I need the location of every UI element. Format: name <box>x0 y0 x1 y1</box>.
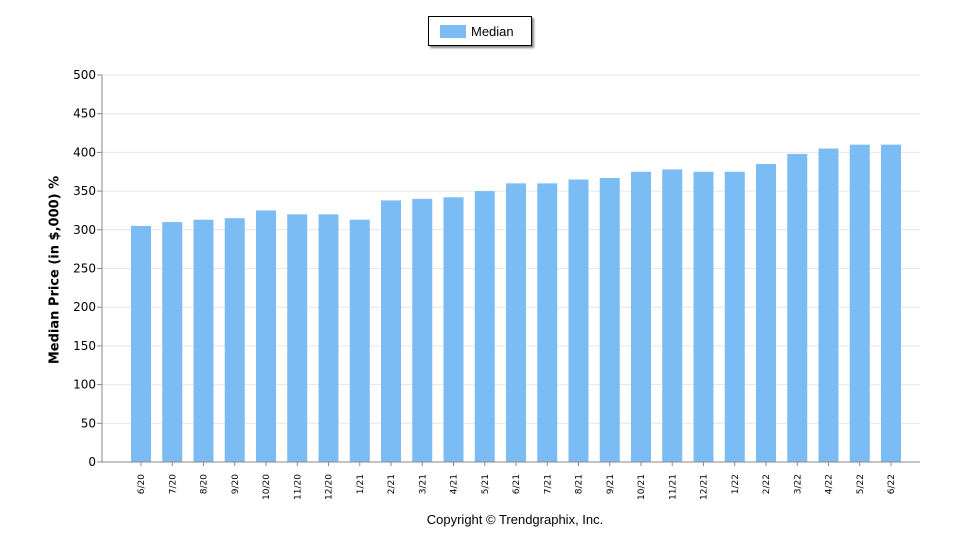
x-tick-label: 6/22 <box>887 474 897 494</box>
bar-3-22 <box>787 153 808 462</box>
bar-1-22 <box>724 171 745 462</box>
x-tick-label: 3/22 <box>793 474 803 494</box>
legend-label: Median <box>471 23 514 39</box>
bar-12-21 <box>693 171 714 462</box>
x-tick-label: 6/20 <box>137 474 147 494</box>
y-tick-label: 300 <box>73 223 96 237</box>
bar-7-20 <box>162 222 183 462</box>
axes <box>97 74 920 466</box>
legend-swatch <box>440 24 466 38</box>
y-tick-label: 100 <box>73 378 96 392</box>
x-tick-label: 12/21 <box>700 474 710 500</box>
x-tick-label: 12/20 <box>325 474 335 500</box>
x-tick-label: 11/20 <box>293 474 303 500</box>
legend: Median <box>428 16 532 46</box>
x-tick-label: 1/22 <box>731 474 741 494</box>
x-tick-label: 4/22 <box>825 474 835 494</box>
bar-1-21 <box>349 219 370 462</box>
bar-4-22 <box>818 148 839 462</box>
x-tick-label: 10/21 <box>637 474 647 500</box>
y-tick-label: 150 <box>73 339 96 353</box>
bar-2-21 <box>381 200 401 462</box>
x-tick-labels: 6/20 7/20 8/20 9/20 10/20 11/20 12/20 1/21 2/21 3… <box>137 474 897 500</box>
x-tick-label: 7/20 <box>168 474 178 494</box>
y-tick-label: 500 <box>73 68 96 82</box>
y-tick-label: 350 <box>73 184 96 198</box>
x-tick-label: 4/21 <box>450 474 460 494</box>
x-tick-label: 9/21 <box>606 474 616 494</box>
bar-5-22 <box>849 144 870 462</box>
x-tick-label: 11/21 <box>668 474 678 500</box>
bar-2-22 <box>756 164 776 462</box>
y-tick-label: 0 <box>88 455 96 469</box>
x-tick-label: 1/21 <box>356 474 366 494</box>
bar-8-20 <box>193 219 214 462</box>
x-tick-label: 2/22 <box>762 474 772 494</box>
bar-12-20 <box>318 214 339 462</box>
x-tick-label: 2/21 <box>387 474 397 494</box>
bar-11-20 <box>287 214 308 462</box>
bar-11-21 <box>662 169 683 463</box>
x-tick-label: 9/20 <box>231 474 241 494</box>
y-tick-label: 450 <box>73 107 96 121</box>
bar-4-21 <box>443 197 464 463</box>
y-tick-label: 250 <box>73 262 96 276</box>
x-tick-label: 8/21 <box>575 474 585 494</box>
bar-6-20 <box>131 225 151 462</box>
bar-9-20 <box>224 218 245 462</box>
y-tick-label: 50 <box>81 416 96 430</box>
copyright-text: Copyright © Trendgraphix, Inc. <box>426 512 604 527</box>
bar-10-20 <box>256 210 276 462</box>
x-tick-label: 8/20 <box>200 474 210 494</box>
y-tick-labels: 0 50 100 150 200 250 300 350 400 450 500 <box>73 68 96 469</box>
y-tick-label: 200 <box>73 300 96 314</box>
bar-5-21 <box>474 191 495 462</box>
bars <box>131 144 901 463</box>
bar-6-22 <box>881 144 901 462</box>
x-tick-label: 5/22 <box>856 474 866 494</box>
x-tick-label: 6/21 <box>512 474 522 494</box>
bar-7-21 <box>537 183 558 463</box>
x-tick-label: 10/20 <box>262 474 272 500</box>
bar-6-21 <box>506 183 526 463</box>
y-axis-title: Median Price (in $,000) % <box>47 175 63 365</box>
bar-8-21 <box>568 179 589 463</box>
y-tick-label: 400 <box>73 145 96 159</box>
x-tick-label: 7/21 <box>543 474 553 494</box>
bar-9-21 <box>599 177 620 462</box>
bar-3-21 <box>412 198 433 462</box>
bar-10-21 <box>631 171 651 462</box>
x-tick-label: 3/21 <box>418 474 428 494</box>
x-tick-label: 5/21 <box>481 474 491 494</box>
